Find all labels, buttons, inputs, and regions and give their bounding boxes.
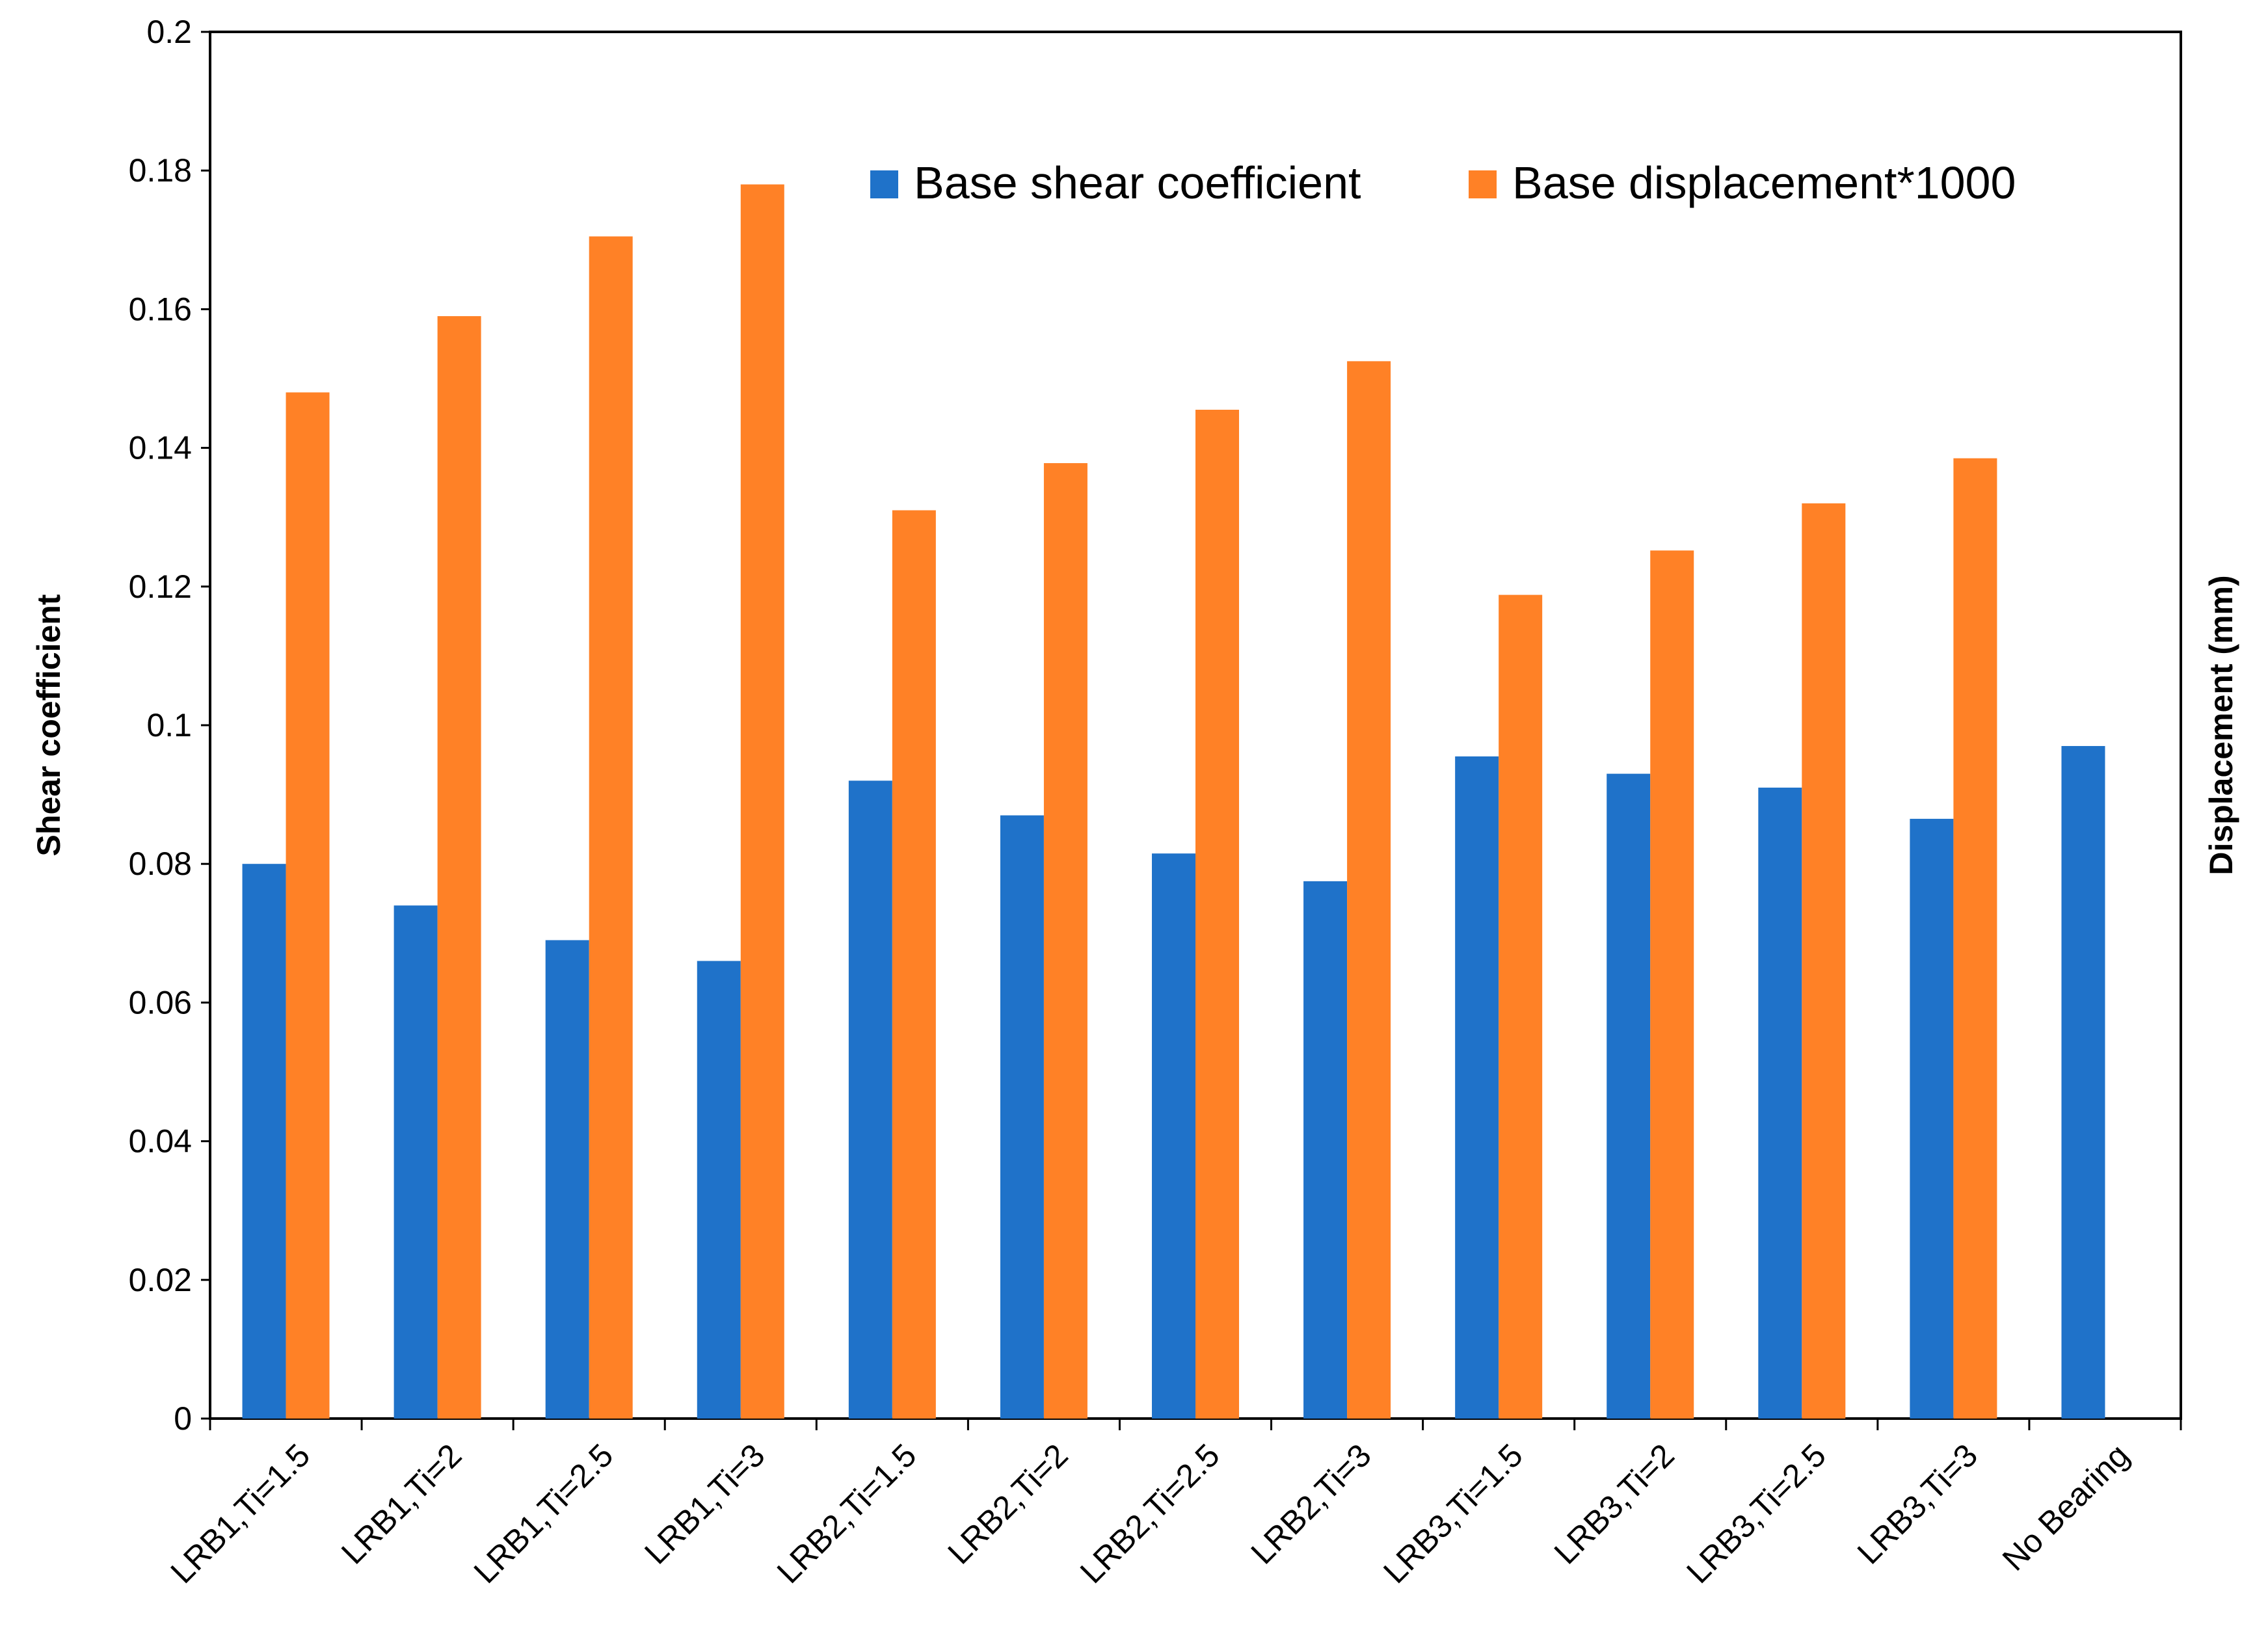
legend-swatch-displacement (1469, 170, 1497, 198)
bar-displacement-0 (286, 392, 330, 1419)
bar-displacement-3 (740, 184, 784, 1419)
x-category-label: LRB3,Ti=1.5 (1376, 1437, 1530, 1590)
bar-shear-12 (2061, 745, 2105, 1419)
bar-shear-0 (242, 864, 286, 1419)
y-tick-label: 0.2 (146, 14, 192, 50)
x-category-label: LRB2,Ti=2 (941, 1437, 1074, 1571)
legend-swatch-shear (870, 170, 898, 198)
legend-label-shear: Base shear coefficient (914, 157, 1361, 208)
y-tick-label: 0.04 (129, 1123, 192, 1160)
y-tick-label: 0.12 (129, 568, 192, 605)
legend: Base shear coefficient Base displacement… (870, 157, 2016, 208)
x-category-label: LRB1,Ti=1.5 (164, 1437, 317, 1590)
x-category-label: LRB1,Ti=2.5 (467, 1437, 620, 1590)
x-category-label: LRB2,Ti=3 (1244, 1437, 1378, 1571)
y-axis-title: Shear coefficient (31, 594, 67, 856)
x-category-label: No Bearing (1995, 1437, 2136, 1577)
y-axis-right-title: Displacement (mm) (2203, 575, 2239, 875)
y-tick-label: 0.16 (129, 291, 192, 327)
x-category-label: LRB2,Ti=2.5 (1073, 1437, 1227, 1590)
bar-displacement-6 (1195, 409, 1239, 1419)
y-tick-label: 0.14 (129, 430, 192, 466)
bar-shear-9 (1607, 773, 1651, 1419)
bar-shear-10 (1758, 787, 1802, 1419)
bar-displacement-7 (1347, 361, 1391, 1419)
legend-label-displacement: Base displacement*1000 (1512, 157, 2016, 208)
bar-shear-5 (1000, 815, 1044, 1419)
bar-displacement-8 (1499, 594, 1543, 1419)
y-tick-label: 0.1 (146, 707, 192, 743)
y-axis-ticks: 0 0.02 0.04 0.06 0.08 0.1 0.12 0.14 0.16 0.18 0.2 (129, 14, 210, 1437)
x-category-label: LRB3,Ti=2.5 (1679, 1437, 1833, 1590)
bar-shear-7 (1303, 881, 1348, 1419)
bars-group (242, 184, 2105, 1419)
x-category-label: LRB1,Ti=2 (334, 1437, 468, 1571)
bar-shear-8 (1455, 756, 1499, 1419)
bar-shear-3 (697, 961, 741, 1419)
x-category-label: LRB1,Ti=3 (637, 1437, 771, 1571)
bar-shear-4 (848, 780, 892, 1419)
x-category-label: LRB3,Ti=2 (1547, 1437, 1681, 1571)
y-tick-label: 0.02 (129, 1262, 192, 1298)
y-tick-label: 0.08 (129, 846, 192, 882)
bar-displacement-1 (437, 316, 481, 1419)
bar-displacement-11 (1953, 458, 1997, 1419)
bar-shear-2 (545, 940, 589, 1419)
bar-shear-1 (394, 905, 438, 1419)
y-tick-label: 0 (174, 1400, 192, 1437)
x-category-label: LRB3,Ti=3 (1850, 1437, 1984, 1571)
bar-shear-6 (1152, 853, 1195, 1419)
y-tick-label: 0.18 (129, 152, 192, 189)
x-category-label: LRB2,Ti=1.5 (770, 1437, 924, 1590)
y-tick-label: 0.06 (129, 984, 192, 1021)
bar-displacement-9 (1650, 550, 1694, 1419)
bar-shear-11 (1910, 818, 1954, 1419)
bar-displacement-5 (1043, 463, 1087, 1419)
bar-displacement-2 (589, 236, 633, 1419)
bar-displacement-4 (892, 510, 936, 1419)
bar-displacement-10 (1802, 503, 1846, 1419)
